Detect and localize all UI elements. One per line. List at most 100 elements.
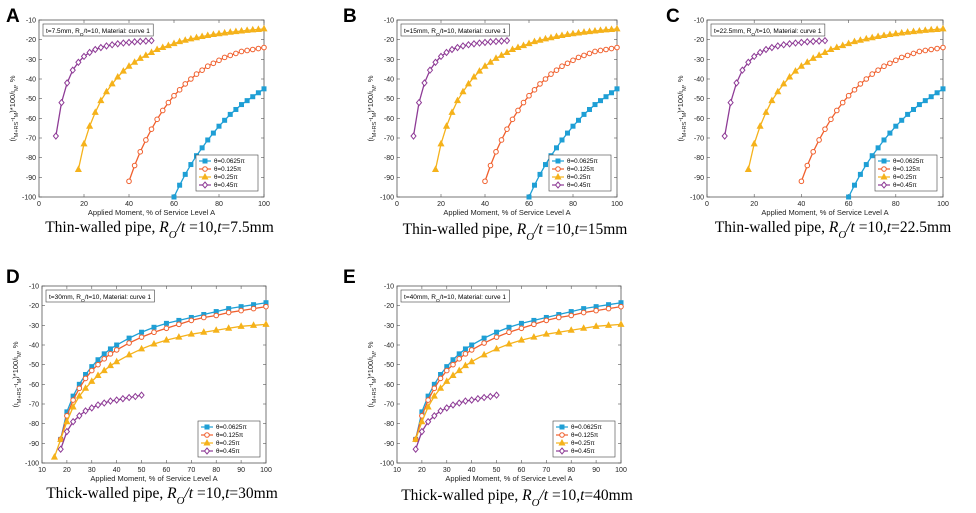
- legend-marker: [880, 172, 888, 180]
- data-point: [254, 25, 262, 32]
- legend-marker: [559, 424, 565, 430]
- x-tick-label: 70: [187, 467, 195, 474]
- data-point: [904, 28, 912, 35]
- data-point: [131, 58, 139, 65]
- data-point: [482, 178, 488, 185]
- data-point: [791, 67, 800, 74]
- y-tick-label: -60: [29, 382, 39, 389]
- data-point: [581, 52, 587, 59]
- data-point: [580, 324, 588, 331]
- data-point: [442, 122, 451, 129]
- y-tick-label: -20: [384, 37, 394, 44]
- data-point: [151, 324, 157, 330]
- legend-label: θ=0.45π: [214, 182, 238, 189]
- data-point: [86, 122, 94, 129]
- data-point: [137, 148, 144, 155]
- panel-letter: D: [6, 267, 20, 288]
- legend-marker: [881, 166, 887, 172]
- data-point: [857, 171, 863, 177]
- data-point: [857, 81, 864, 87]
- data-point: [114, 72, 122, 80]
- x-tick-label: 0: [395, 201, 399, 208]
- data-point: [911, 106, 916, 112]
- data-point: [88, 367, 95, 374]
- x-tick-label: 0: [705, 201, 709, 208]
- x-tick-label: 90: [592, 467, 600, 474]
- data-point: [238, 307, 244, 314]
- x-axis-label: Applied Moment, % of Service Level A: [90, 474, 217, 483]
- data-point: [576, 117, 581, 123]
- data-point: [456, 399, 463, 407]
- y-tick-label: -60: [694, 116, 704, 123]
- data-point: [581, 111, 587, 117]
- data-point: [608, 45, 615, 52]
- data-point: [756, 122, 764, 129]
- data-point: [75, 58, 82, 67]
- data-point: [469, 342, 475, 348]
- data-point: [774, 87, 782, 95]
- data-point: [182, 81, 189, 87]
- data-point: [454, 43, 461, 52]
- x-tick-label: 100: [611, 201, 623, 208]
- data-point: [563, 30, 572, 38]
- x-tick-label: 40: [798, 201, 806, 208]
- data-point: [198, 32, 206, 40]
- legend-label: θ=0.0625π: [571, 424, 602, 431]
- data-point: [188, 317, 195, 324]
- data-point: [905, 111, 911, 117]
- data-point: [580, 28, 588, 35]
- panel-caption: Thick-walled pipe, RO/t =10,t=30mm: [46, 485, 278, 507]
- y-tick-label: -40: [384, 343, 394, 350]
- data-point: [456, 351, 462, 357]
- data-point: [187, 34, 195, 42]
- series-4: [412, 391, 500, 454]
- data-point: [443, 377, 451, 384]
- data-point: [108, 40, 116, 49]
- data-point: [102, 87, 111, 95]
- data-point: [530, 37, 539, 45]
- data-point: [63, 79, 71, 87]
- data-point: [498, 37, 505, 45]
- data-point: [532, 182, 537, 188]
- legend-marker: [204, 432, 210, 438]
- y-axis-label: (ιM+RS-ιM)*100/ιM, %: [8, 75, 20, 141]
- series-4: [721, 36, 829, 140]
- data-point: [101, 351, 107, 357]
- data-point: [827, 45, 835, 52]
- data-point: [430, 392, 438, 399]
- x-tick-label: 20: [418, 467, 426, 474]
- data-point: [921, 26, 929, 33]
- data-point: [210, 130, 216, 136]
- data-point: [559, 137, 565, 143]
- data-point: [249, 25, 257, 33]
- x-tick-label: 40: [481, 201, 489, 208]
- data-point: [768, 43, 776, 52]
- title-box: [45, 289, 155, 303]
- data-point: [443, 367, 450, 374]
- data-point: [542, 330, 550, 337]
- y-tick-label: -90: [26, 175, 36, 182]
- data-point: [762, 108, 770, 115]
- y-tick-label: -100: [22, 195, 36, 202]
- data-point: [97, 43, 105, 52]
- data-point: [443, 48, 450, 57]
- data-point: [797, 62, 805, 69]
- data-point: [880, 31, 888, 39]
- data-point: [131, 38, 138, 46]
- data-point: [212, 326, 220, 333]
- data-point: [543, 317, 550, 324]
- data-point: [762, 45, 770, 54]
- data-point: [605, 305, 612, 312]
- data-point: [199, 67, 205, 73]
- chart-title: t=15mm, RO/t=10, Material: curve 1: [404, 28, 506, 38]
- series-line: [415, 302, 622, 440]
- data-point: [243, 26, 251, 33]
- data-point: [503, 36, 511, 45]
- data-point: [153, 45, 161, 52]
- series-4: [410, 36, 511, 140]
- data-point: [216, 57, 222, 64]
- data-point: [915, 26, 923, 34]
- data-point: [940, 44, 946, 51]
- data-point: [874, 32, 882, 40]
- data-point: [922, 47, 929, 54]
